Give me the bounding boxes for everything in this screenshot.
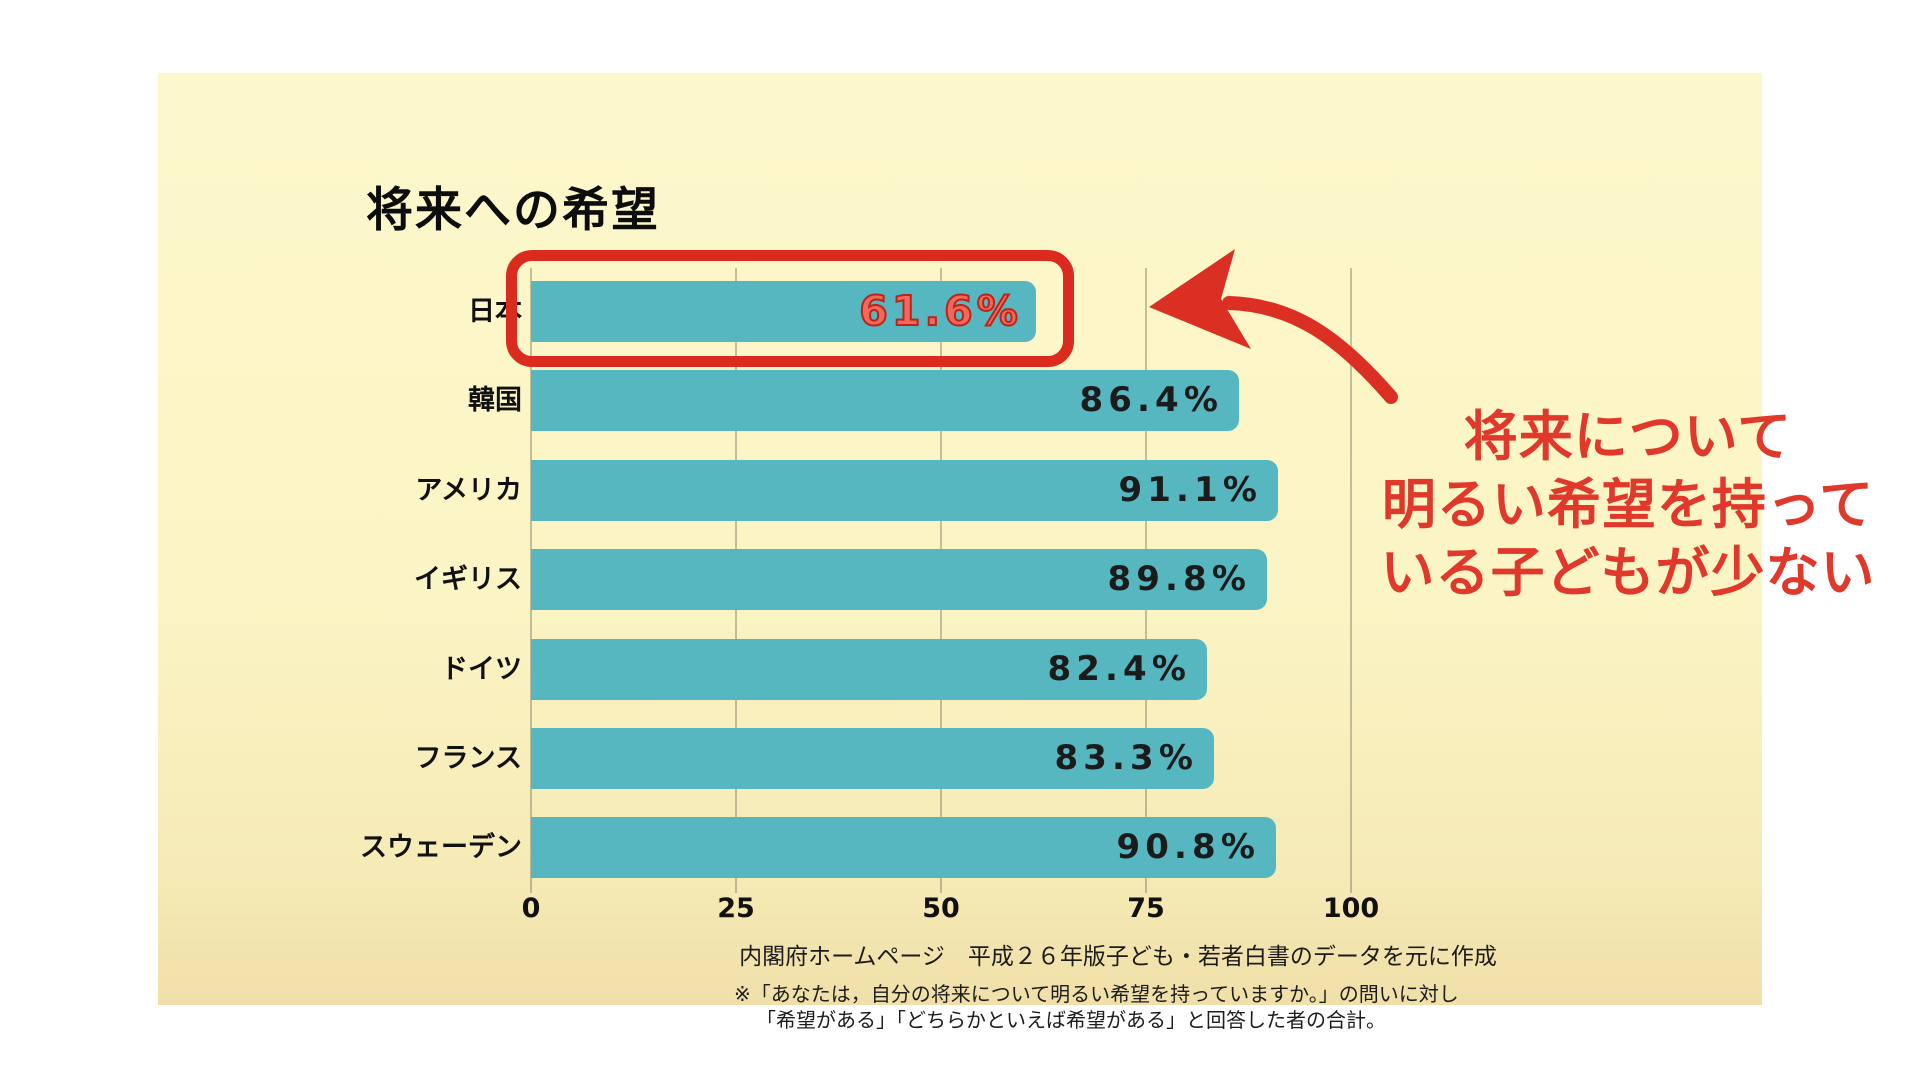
x-axis-tick: 0 <box>521 893 541 924</box>
infographic-panel: 将来への希望 日本 61.6% 韓国 86.4% アメリカ 91.1% イギリス 89.8% ド… <box>158 73 1875 1032</box>
annotation-arrow-icon <box>1149 249 1398 404</box>
category-label: 日本 <box>468 296 522 327</box>
bar-row: アメリカ 91.1% <box>158 460 1920 521</box>
footnote-line-2: 「希望がある」「どちらかといえば希望がある」と回答した者の合計。 <box>756 1008 1386 1032</box>
bar-row: イギリス 89.8% <box>158 549 1920 610</box>
category-label: アメリカ <box>415 475 522 506</box>
bar-row: ドイツ 82.4% <box>158 639 1920 700</box>
bar-row: スウェーデン 90.8% <box>158 817 1920 878</box>
category-label: ドイツ <box>441 654 522 685</box>
footnote-line-1: ※「あなたは，自分の将来について明るい希望を持っていますか。」の問いに対し <box>734 982 1459 1006</box>
highlight-box <box>506 250 1074 367</box>
bar: 91.1% <box>531 460 1278 521</box>
x-axis-tick: 50 <box>922 893 960 924</box>
bar: 90.8% <box>531 817 1276 878</box>
annotation-line-3: いる子どもが少ない <box>1380 541 1876 604</box>
bar-value-label: 82.4% <box>1047 649 1191 689</box>
bar: 82.4% <box>531 639 1207 700</box>
bar: 89.8% <box>531 549 1267 610</box>
x-axis-tick: 25 <box>717 893 755 924</box>
category-label: スウェーデン <box>360 832 522 863</box>
bar-value-label: 83.3% <box>1054 738 1198 778</box>
annotation-text: 将来について 明るい希望を持って いる子どもが少ない <box>1358 403 1898 607</box>
bar-value-label: 86.4% <box>1079 380 1223 420</box>
category-label: 韓国 <box>468 385 522 416</box>
bar: 61.6% <box>531 281 1036 342</box>
x-axis-tick: 75 <box>1127 893 1165 924</box>
category-label: フランス <box>414 743 522 774</box>
source-caption: 内閣府ホームページ 平成２６年版子ども・若者白書のデータを元に作成 <box>739 944 1497 970</box>
chart-title: 将来への希望 <box>366 183 660 238</box>
annotation-line-2: 明るい希望を持って <box>1381 473 1875 536</box>
bar: 86.4% <box>531 370 1239 431</box>
annotation-line-1: 将来について <box>1463 405 1793 468</box>
x-axis-tick: 100 <box>1322 893 1380 924</box>
bar-value-label: 61.6% <box>858 286 1022 336</box>
bar-value-label: 90.8% <box>1116 827 1260 867</box>
category-label: イギリス <box>414 564 522 595</box>
bar-row: 日本 61.6% <box>158 281 1920 342</box>
bar-row: 韓国 86.4% <box>158 370 1920 431</box>
bar-value-label: 91.1% <box>1118 470 1262 510</box>
bar-value-label: 89.8% <box>1107 559 1251 599</box>
bar: 83.3% <box>531 728 1214 789</box>
gridline <box>1350 268 1352 893</box>
bar-row: フランス 83.3% <box>158 728 1920 789</box>
footnote: ※「あなたは，自分の将来について明るい希望を持っていますか。」の問いに対し 「希… <box>734 981 1459 1033</box>
